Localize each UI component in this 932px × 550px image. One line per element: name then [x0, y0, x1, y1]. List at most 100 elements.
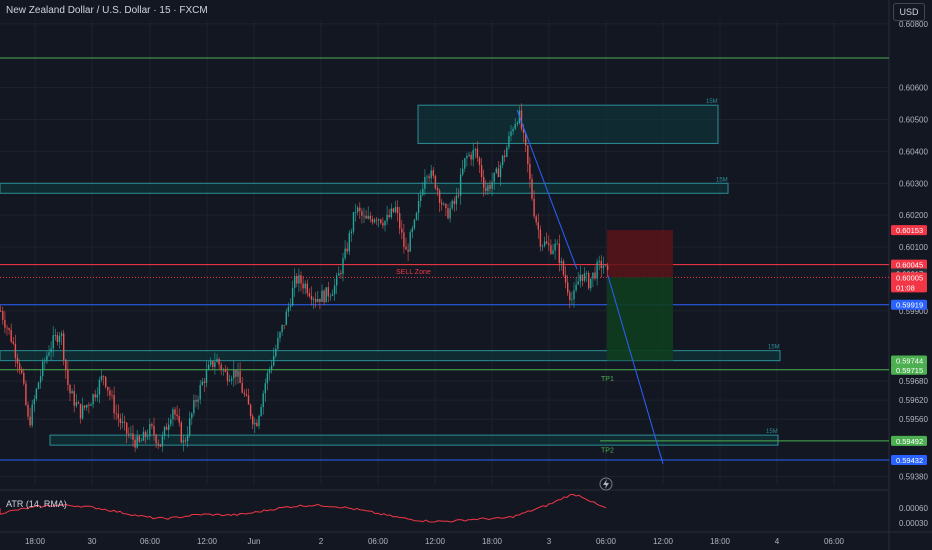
- candle-body: [195, 400, 197, 402]
- candle-body: [205, 369, 208, 384]
- candle-body: [115, 413, 117, 414]
- candle-body: [529, 163, 531, 179]
- symbol-title[interactable]: New Zealand Dollar / U.S. Dollar · 15 · …: [6, 5, 208, 16]
- candle-body: [606, 265, 609, 270]
- candle-body: [231, 378, 233, 381]
- candle-body: [216, 359, 218, 363]
- candle-body: [310, 295, 313, 300]
- candle-body: [128, 433, 130, 435]
- candle-body: [514, 124, 516, 129]
- atr-indicator-label[interactable]: ATR (14, RMA): [6, 499, 67, 509]
- candle-body: [308, 293, 311, 296]
- candle-body: [581, 274, 584, 281]
- candle-body: [134, 439, 136, 448]
- price-tag: [891, 259, 927, 270]
- zone-label: 15M: [706, 99, 718, 105]
- candle-body: [241, 382, 243, 393]
- candle-body: [470, 154, 472, 160]
- price-tag-label: 0.60153: [896, 226, 923, 235]
- candle-body: [485, 187, 487, 191]
- candle-body: [163, 426, 166, 436]
- candle-body: [25, 383, 27, 405]
- candle-body: [441, 202, 443, 205]
- trend-lines[interactable]: [516, 109, 664, 464]
- candle-body: [596, 262, 598, 279]
- candle-body: [243, 392, 245, 395]
- candle-body: [31, 404, 33, 426]
- candle-body: [159, 444, 161, 447]
- candle-body: [468, 154, 470, 156]
- candle-body: [220, 364, 222, 371]
- candle-body: [88, 404, 90, 406]
- candle-body: [472, 150, 474, 160]
- time-axis[interactable]: 18:00 30 06:00 12:00 Jun 2 06:00 12:00 18:00 3 06:…: [25, 537, 845, 546]
- price-tag-label: 0.60045: [896, 261, 923, 270]
- candle-body: [298, 275, 300, 284]
- candle-body: [598, 260, 600, 263]
- candle-body: [546, 241, 548, 244]
- candle-body: [455, 195, 458, 205]
- candle-body: [46, 355, 48, 362]
- time-tick: 06:00: [596, 537, 617, 546]
- candle-body: [550, 245, 552, 254]
- candle-body: [575, 284, 577, 291]
- currency-button[interactable]: USD: [893, 3, 925, 21]
- candle-body: [170, 419, 172, 425]
- candle-body: [512, 128, 514, 132]
- candle-body: [352, 212, 355, 232]
- candle-body: [516, 122, 518, 125]
- candle-body: [556, 243, 558, 245]
- candle-body: [464, 158, 466, 169]
- price-tick: 0.59900: [899, 307, 928, 316]
- price-axis[interactable]: 0.60800 0.60600 0.60500 0.60400 0.60300 0.602…: [891, 20, 928, 482]
- candle-body: [302, 283, 304, 289]
- candle-body: [105, 376, 107, 387]
- candle-body: [533, 198, 535, 217]
- candle-body: [130, 433, 132, 435]
- supply-demand-zone: [0, 350, 781, 362]
- candle-body: [113, 395, 115, 414]
- price-tag-label: 0.59492: [896, 437, 923, 446]
- time-tick: 18:00: [25, 537, 46, 546]
- price-tag-label: 0.59744: [896, 357, 923, 366]
- candle-body: [197, 399, 199, 402]
- candle-body: [35, 389, 38, 400]
- candle-body: [285, 311, 287, 326]
- candle-body: [102, 375, 105, 377]
- zone-label: 15M: [716, 177, 728, 183]
- candle-body: [317, 298, 319, 302]
- price-tick: 0.60500: [899, 116, 928, 125]
- time-tick: 06:00: [824, 537, 845, 546]
- candle-body: [8, 328, 10, 330]
- zone-label: 15M: [768, 345, 780, 351]
- candle-body: [214, 362, 216, 367]
- candle-body: [203, 381, 206, 384]
- candle-body: [6, 327, 8, 329]
- candle-body: [573, 290, 575, 300]
- candle-body: [71, 391, 73, 394]
- price-tag: [891, 225, 927, 236]
- time-tick: 2: [319, 537, 324, 546]
- candle-body: [483, 176, 485, 188]
- candle-body: [520, 110, 523, 129]
- candle-body: [453, 200, 455, 205]
- candle-body: [10, 329, 12, 342]
- candle-body: [329, 295, 332, 297]
- short-position-tool[interactable]: [607, 230, 673, 361]
- candle-body: [562, 261, 565, 275]
- candle-body: [319, 298, 321, 302]
- candle-body: [493, 172, 495, 182]
- candle-body: [268, 369, 271, 374]
- candle-body: [23, 372, 25, 384]
- candle-body: [52, 335, 54, 349]
- candle-body: [161, 435, 164, 447]
- candle-body: [237, 370, 239, 377]
- candle-body: [375, 219, 378, 221]
- candle-body: [149, 424, 151, 437]
- candle-body: [340, 273, 342, 275]
- candle-body: [428, 176, 430, 179]
- candle-body: [56, 334, 59, 343]
- candle-body: [422, 188, 424, 195]
- candle-body: [567, 282, 569, 293]
